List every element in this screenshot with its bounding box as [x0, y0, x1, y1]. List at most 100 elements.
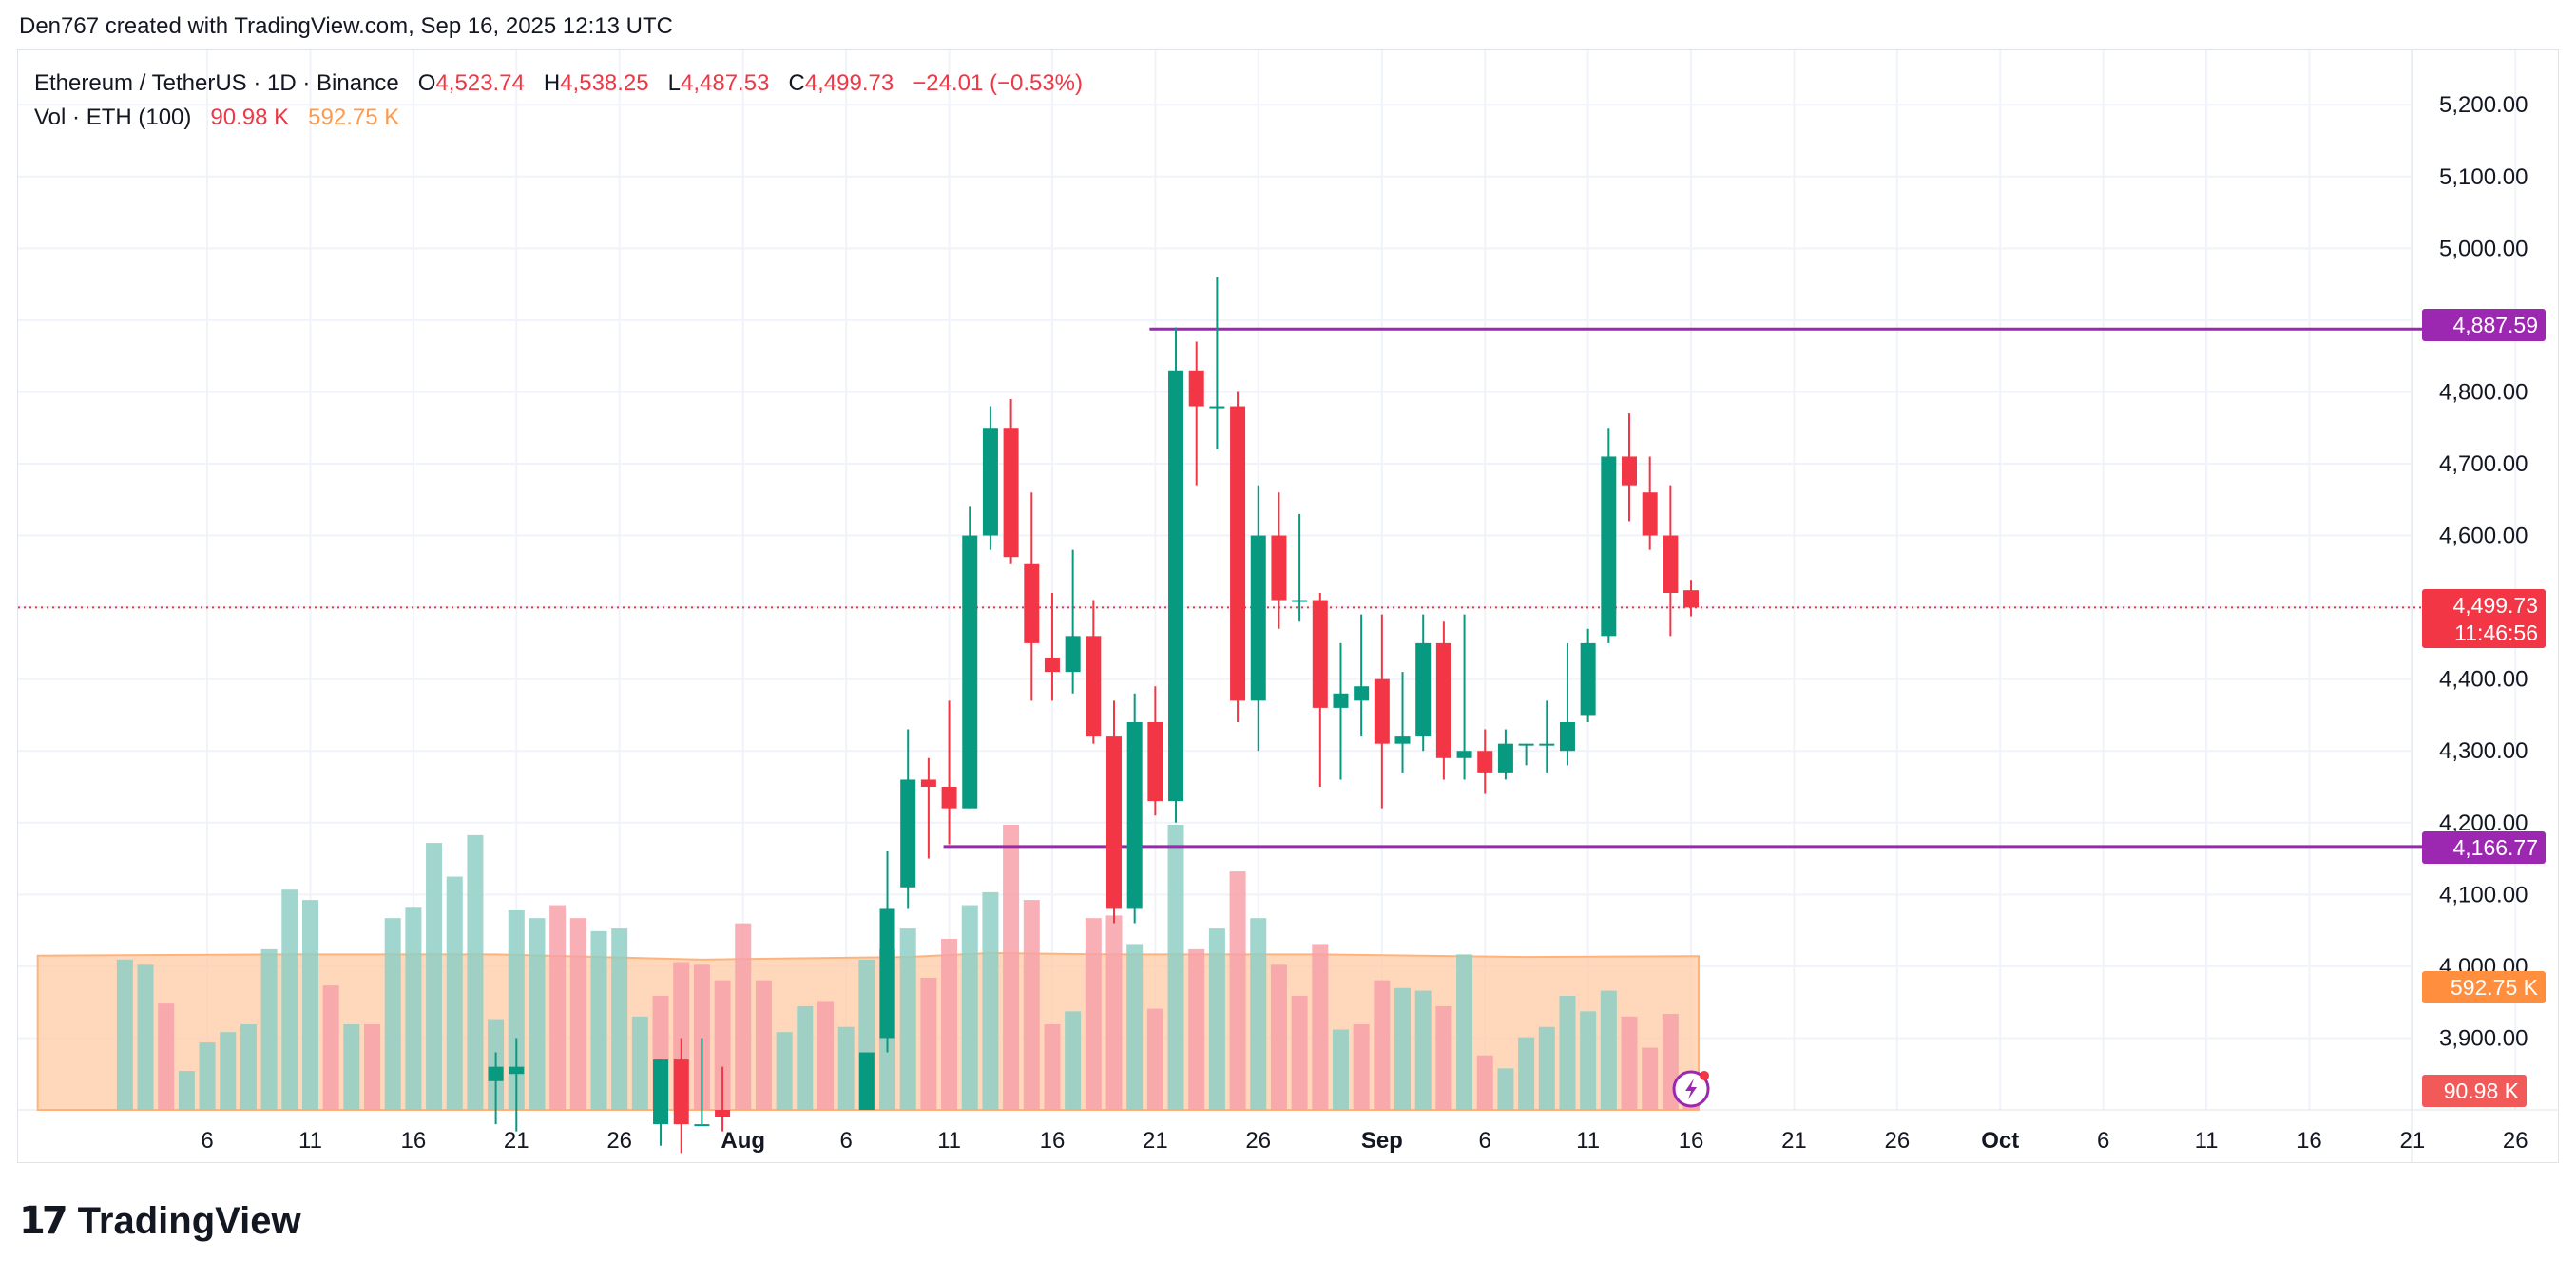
- x-tick-label: 11: [2195, 1128, 2219, 1154]
- tradingview-logo-icon: 17: [19, 1199, 68, 1243]
- x-tick-label: 11: [1576, 1128, 1600, 1154]
- candle-body: [1642, 492, 1658, 536]
- x-tick-label: Oct: [1981, 1128, 2019, 1154]
- candle: [941, 700, 957, 845]
- last-price-tag: 4,499.73: [2422, 589, 2546, 621]
- countdown-tag: 11:46:56: [2422, 618, 2546, 648]
- candle-body: [1435, 642, 1451, 758]
- volume-bar: [961, 905, 978, 1110]
- x-tick-label: 16: [1040, 1128, 1066, 1154]
- candle: [1622, 413, 1637, 522]
- x-tick-label: 21: [1143, 1128, 1168, 1154]
- volume-bar: [260, 948, 278, 1110]
- candle-body: [653, 1059, 669, 1125]
- y-tick-label: 5,000.00: [2439, 236, 2528, 261]
- volume-bar: [920, 977, 937, 1110]
- candle: [1126, 693, 1143, 924]
- candle: [920, 757, 936, 859]
- y-tick-label: 4,800.00: [2439, 379, 2528, 405]
- candle-body: [1354, 686, 1370, 701]
- candle-body: [1126, 722, 1143, 909]
- candle: [1147, 686, 1163, 816]
- ohlc-row: Ethereum / TetherUS · 1D · Binance O4,52…: [34, 67, 1083, 101]
- candle-body: [1497, 743, 1513, 773]
- volume-bar: [301, 900, 318, 1110]
- candle: [694, 1038, 710, 1127]
- candle: [1456, 614, 1472, 780]
- volume-bar: [199, 1042, 216, 1110]
- volume-bar: [1208, 928, 1225, 1110]
- volume-bar: [941, 939, 958, 1110]
- x-tick-label: 21: [504, 1128, 529, 1154]
- symbol-label[interactable]: Ethereum / TetherUS · 1D · Binance: [34, 70, 399, 96]
- volume-bar: [1559, 996, 1576, 1110]
- y-tick-label: 4,600.00: [2439, 524, 2528, 549]
- candle: [1106, 700, 1122, 924]
- volume-bar: [1312, 944, 1329, 1110]
- volume-bar: [714, 980, 731, 1110]
- volume-bar: [1374, 980, 1391, 1110]
- tradingview-logo[interactable]: 17 TradingView: [19, 1199, 301, 1243]
- volume-bar: [240, 1024, 257, 1110]
- volume-bar: [1250, 918, 1267, 1110]
- close-label: C: [788, 70, 805, 96]
- candle: [1312, 593, 1328, 787]
- volume-bar: [220, 1032, 237, 1110]
- candle-body: [962, 535, 978, 809]
- candle-body: [941, 787, 957, 809]
- volume-bar: [1332, 1029, 1349, 1110]
- candle: [1559, 642, 1575, 766]
- volume-bar: [590, 930, 607, 1110]
- volume-bar: [735, 923, 752, 1110]
- candle: [1044, 593, 1060, 701]
- volume-bar: [1497, 1068, 1514, 1110]
- open-label: O: [417, 70, 436, 96]
- volume-bar: [137, 964, 154, 1110]
- lightning-icon-bolt: [1685, 1079, 1698, 1099]
- candle: [1250, 485, 1266, 752]
- volume-bar: [1003, 825, 1020, 1110]
- y-tick-label: 3,900.00: [2439, 1025, 2528, 1051]
- y-tick-label: 5,200.00: [2439, 92, 2528, 118]
- candle-body: [1456, 751, 1472, 758]
- candle: [1374, 614, 1390, 809]
- x-tick-label: 6: [201, 1128, 213, 1154]
- candle-body: [488, 1066, 504, 1081]
- candle: [1086, 600, 1102, 744]
- candle: [1209, 277, 1225, 449]
- candle: [1394, 672, 1411, 773]
- volume-bar: [116, 959, 133, 1110]
- volume-bar: [1044, 1024, 1061, 1110]
- volume-bar: [755, 980, 772, 1110]
- candle-body: [1683, 590, 1700, 608]
- candle: [1642, 456, 1658, 550]
- candle-body: [509, 1066, 525, 1075]
- volume-bar: [1538, 1026, 1555, 1110]
- volume-bar: [446, 876, 463, 1110]
- tradingview-logo-text: TradingView: [77, 1199, 301, 1242]
- volume-bar: [797, 1005, 814, 1110]
- volume-bar: [1291, 996, 1308, 1110]
- candle: [1518, 743, 1534, 766]
- volume-bar: [178, 1071, 195, 1110]
- volume-bar: [569, 918, 586, 1110]
- volume-label[interactable]: Vol · ETH (100): [34, 105, 192, 130]
- y-tick-label: 4,100.00: [2439, 882, 2528, 907]
- candle-body: [1044, 658, 1060, 673]
- volume-bar: [1435, 1005, 1452, 1110]
- candle-body: [900, 779, 916, 888]
- x-tick-label: 16: [2297, 1128, 2322, 1154]
- volume-bar: [693, 964, 710, 1110]
- volume-tag: 90.98 K: [2422, 1075, 2527, 1107]
- candle: [900, 729, 916, 909]
- change-value: −24.01 (−0.53%): [913, 70, 1084, 96]
- candle-body: [982, 428, 998, 536]
- volume-bar: [982, 891, 999, 1110]
- candle-body: [1106, 736, 1122, 909]
- close-value: 4,499.73: [804, 70, 894, 96]
- volume-value: 90.98 K: [210, 105, 290, 130]
- volume-bar: [1621, 1016, 1638, 1110]
- chart-frame: [17, 49, 2559, 1163]
- notification-dot: [1700, 1071, 1710, 1080]
